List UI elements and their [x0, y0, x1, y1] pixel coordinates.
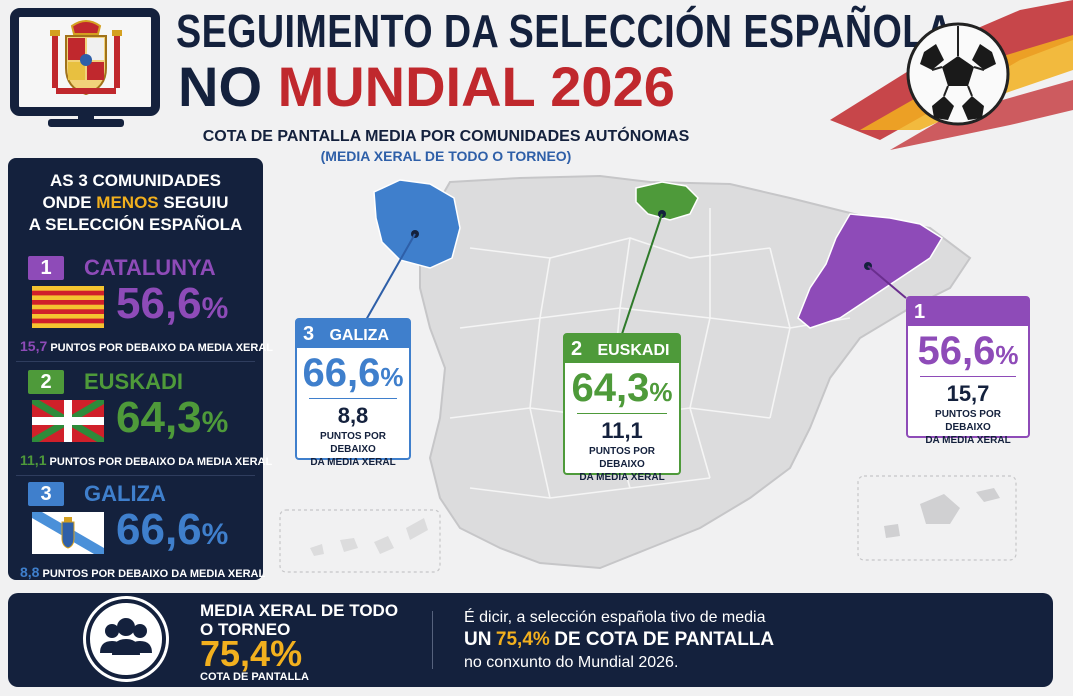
card-share: 66,6%	[302, 351, 404, 395]
catalonia-flag-icon	[32, 286, 104, 328]
canary-islands-inset	[279, 509, 441, 573]
summary-label: MEDIA XERAL DE TODO O TORNEO	[200, 601, 399, 639]
rank-share: 66,6%	[116, 505, 229, 554]
title-mundial: MUNDIAL 2026	[277, 55, 675, 118]
summary-divider	[432, 611, 433, 669]
card-points: 11,1	[601, 418, 643, 443]
card-points: 8,8	[337, 403, 369, 428]
page-title: SEGUIMENTO DA SELECCIÓN ESPAÑOLA	[176, 5, 954, 57]
divider	[16, 475, 255, 476]
spain-crest-icon	[50, 20, 122, 96]
card-points: 15,7	[946, 381, 990, 406]
card-desc: PUNTOS POR DEBAIXO DA MEDIA XERAL	[310, 431, 396, 468]
title-no: NO	[178, 55, 262, 118]
callout-card-galiza: 3 GALIZA 66,6% 8,8 PUNTOS POR DEBAIXO DA …	[295, 318, 411, 468]
heading-line2: ONDE MENOS SEGUIU	[42, 193, 229, 212]
football-icon	[830, 0, 1073, 150]
rank-share: 56,6%	[116, 279, 229, 328]
euskadi-region	[635, 181, 699, 221]
galicia-flag-icon	[32, 512, 104, 554]
rank-points: 11,1 PUNTOS POR DEBAIXO DA MEDIA XERAL	[20, 452, 273, 468]
euskadi-connector	[621, 213, 663, 335]
heading-menos: MENOS	[96, 193, 159, 212]
rank-name: EUSKADI	[84, 369, 184, 394]
summary-value-caption: COTA DE PANTALLA	[200, 671, 309, 683]
rank-name: CATALUNYA	[84, 255, 216, 280]
card-divider	[577, 413, 667, 414]
page-subtitle-note: (MEDIA XERAL DE TODO O TORNEO)	[320, 148, 572, 164]
tv-neck	[78, 114, 94, 122]
rank-points: 15,7 PUNTOS POR DEBAIXO DA MEDIA XERAL	[20, 338, 273, 354]
summary-bar: MEDIA XERAL DE TODO O TORNEO 75,4% COTA …	[8, 593, 1053, 687]
heading-line3: A SELECCIÓN ESPAÑOLA	[28, 215, 243, 234]
balearic-islands-inset	[857, 475, 1017, 561]
rank-points: 8,8 PUNTOS POR DEBAIXO DA MEDIA XERAL	[20, 564, 266, 580]
tv-stand	[48, 119, 124, 127]
galiza-connector	[365, 233, 416, 321]
rank-name: GALIZA	[84, 481, 166, 506]
card-divider	[920, 376, 1016, 377]
card-header: 1 CATALUNYA	[908, 298, 1028, 350]
page-title-line2: NO MUNDIAL 2026	[178, 54, 675, 119]
canary-islands	[310, 518, 428, 556]
ranking-item-catalunya: 1 CATALUNYA 56,6% 15,7 PUNTOS POR DEBAIX…	[8, 255, 273, 361]
page-subtitle: COTA DE PANTALLA MEDIA POR COMUNIDADES A…	[202, 128, 690, 145]
rank-number: 1	[28, 256, 64, 280]
card-divider	[309, 398, 397, 399]
heading-line1: AS 3 COMUNIDADES	[50, 171, 221, 190]
catalunya-region	[797, 213, 944, 329]
card-header: 3 GALIZA	[297, 320, 409, 348]
ranking-panel: AS 3 COMUNIDADES ONDE MENOS SEGUIU A SEL…	[8, 158, 273, 580]
spain-map	[279, 174, 1017, 573]
catalunya-connector	[867, 265, 907, 299]
rank-number: 3	[28, 482, 64, 506]
card-desc: PUNTOS POR DEBAIXO DA MEDIA XERAL	[925, 409, 1011, 446]
callout-card-euskadi: 2 EUSKADI 64,3% 11,1 PUNTOS POR DEBAIXO D…	[563, 333, 681, 483]
summary-text: É dicir, a selección española tivo de me…	[464, 609, 775, 671]
divider	[16, 361, 255, 362]
rank-share: 64,3%	[116, 393, 229, 442]
card-share: 56,6%	[917, 329, 1019, 373]
ranking-panel-heading: AS 3 COMUNIDADES ONDE MENOS SEGUIU A SEL…	[8, 170, 263, 236]
ranking-item-galiza: 3 GALIZA 66,6% 8,8 PUNTOS POR DEBAIXO DA…	[8, 481, 266, 587]
card-header: 2 EUSKADI	[565, 335, 679, 363]
galiza-region	[373, 179, 461, 269]
basque-flag-icon	[32, 400, 104, 442]
summary-value: 75,4%	[200, 633, 303, 674]
card-desc: PUNTOS POR DEBAIXO DA MEDIA XERAL	[579, 446, 665, 483]
card-share: 64,3%	[571, 366, 673, 410]
callout-card-catalunya: 1 CATALUNYA 56,6% 15,7 PUNTOS POR DEBAIX…	[906, 296, 1030, 446]
rank-number: 2	[28, 370, 64, 394]
ranking-item-euskadi: 2 EUSKADI 64,3% 11,1 PUNTOS POR DEBAIXO …	[8, 369, 272, 475]
balearic-islands	[884, 488, 1000, 538]
people-icon	[86, 599, 166, 679]
